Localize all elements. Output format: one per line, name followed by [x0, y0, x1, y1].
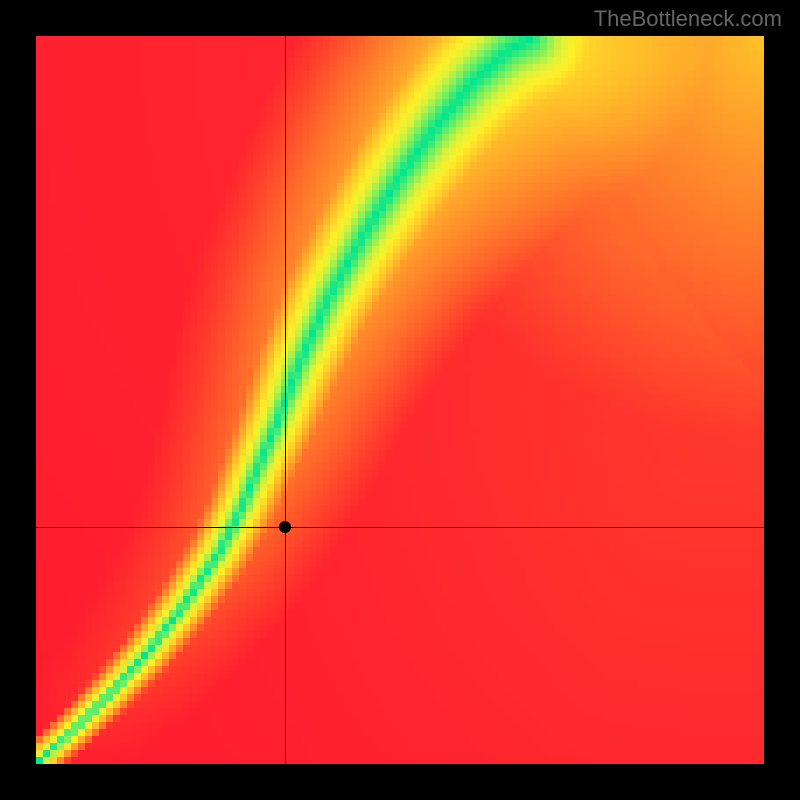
heatmap-wrap: [36, 36, 764, 764]
crosshair-vertical: [285, 36, 286, 764]
plot-area: [36, 36, 764, 764]
watermark-text: TheBottleneck.com: [594, 6, 782, 32]
chart-container: TheBottleneck.com: [0, 0, 800, 800]
heatmap-canvas: [36, 36, 764, 764]
crosshair-horizontal: [36, 527, 764, 528]
crosshair-marker: [279, 521, 291, 533]
